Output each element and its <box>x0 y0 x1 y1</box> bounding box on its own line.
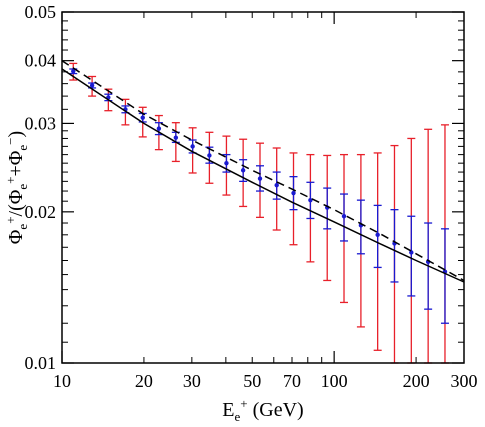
data-point <box>140 115 145 120</box>
data-point <box>89 83 95 88</box>
x-label-sub: e <box>235 409 241 424</box>
x-label-unit: (GeV) <box>248 399 304 421</box>
ticks-layer <box>61 11 465 364</box>
data-point <box>224 160 229 166</box>
x-tick-label: 10 <box>53 371 71 391</box>
y-label-close: ) <box>5 131 27 138</box>
y-label-sup-neg: − <box>3 137 18 144</box>
errorbars-blue-bar <box>407 215 416 297</box>
x-tick-label: 300 <box>451 371 478 391</box>
y-tick-label: 0.04 <box>25 51 57 71</box>
y-label-phi: Φ <box>5 229 27 244</box>
series-layer <box>61 60 465 364</box>
y-label-plus: + <box>5 165 27 176</box>
y-label-sub-neg: e <box>15 145 30 151</box>
labels-layer: 10 20 30 50 70 100 200 300 0.01 0.02 0.03 0.04 0.05 <box>25 2 478 391</box>
x-axis-label: Ee+ (GeV) <box>222 396 303 424</box>
y-label-sub-pos-2: e <box>15 184 30 190</box>
data-point <box>308 197 313 203</box>
x-tick-label: 100 <box>321 371 348 391</box>
solid-curve <box>61 68 465 283</box>
data-point <box>190 144 195 149</box>
y-tick-label: 0.01 <box>25 353 57 373</box>
x-tick-label: 50 <box>243 371 261 391</box>
data-point <box>257 176 263 181</box>
y-label-phi-3: Φ <box>5 150 27 165</box>
y-label-slash: /( <box>5 204 27 217</box>
x-label-sup: + <box>240 396 247 411</box>
x-tick-label: 30 <box>183 371 201 391</box>
y-tick-label: 0.05 <box>25 2 57 22</box>
data-point <box>274 182 279 188</box>
data-point <box>341 214 347 219</box>
data-point <box>156 126 162 131</box>
y-label-sup-pos-2: + <box>3 176 18 183</box>
x-tick-label: 70 <box>283 371 301 391</box>
y-tick-label: 0.03 <box>25 113 57 133</box>
y-tick-label: 0.02 <box>25 202 57 222</box>
data-point <box>173 135 179 140</box>
x-tick-label: 20 <box>135 371 153 391</box>
data-point <box>291 190 296 196</box>
y-label-sup-pos: + <box>3 216 18 223</box>
x-tick-label: 200 <box>403 371 430 391</box>
y-label-phi-2: Φ <box>5 189 27 204</box>
errorbars-blue-bar <box>390 209 399 283</box>
dashed-curve <box>61 60 465 282</box>
y-axis-label: Φe+/(Φe++Φe−) <box>3 131 30 244</box>
x-label-main: E <box>222 399 234 421</box>
data-point <box>207 153 212 158</box>
data-point <box>375 232 380 238</box>
data-point <box>240 168 246 173</box>
y-label-sub-pos: e <box>15 224 30 230</box>
plot-frame <box>61 11 465 364</box>
data-point <box>71 69 76 74</box>
errorbars-blue-bar <box>440 228 449 324</box>
